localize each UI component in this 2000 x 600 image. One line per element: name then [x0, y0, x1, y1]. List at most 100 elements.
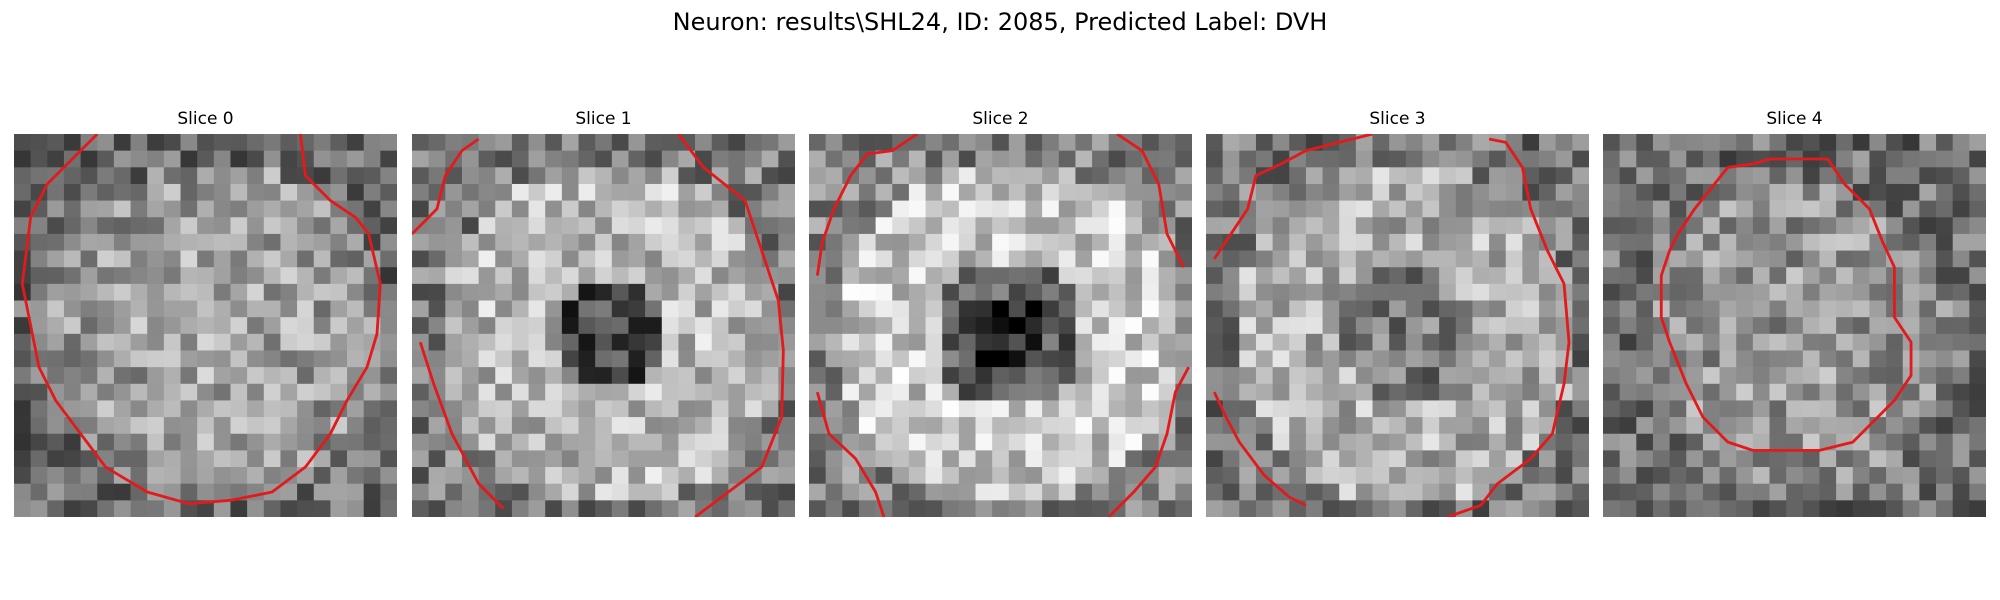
- pixel: [1255, 267, 1273, 285]
- pixel: [445, 467, 463, 485]
- pixel: [445, 134, 463, 151]
- pixel: [1572, 450, 1589, 468]
- pixel: [545, 400, 563, 418]
- pixel: [1686, 300, 1704, 318]
- pixel: [825, 450, 843, 468]
- pixel: [1769, 333, 1787, 351]
- pixel: [1702, 200, 1720, 218]
- pixel: [1239, 250, 1257, 268]
- pixel: [1936, 134, 1954, 151]
- pixel: [1239, 283, 1257, 301]
- pixel: [1058, 467, 1076, 485]
- pixel: [380, 333, 397, 351]
- pixel: [380, 283, 397, 301]
- pixel: [313, 150, 331, 168]
- pixel: [1422, 467, 1440, 485]
- pixel: [1572, 200, 1589, 218]
- pixel: [1289, 233, 1307, 251]
- pixel: [1702, 450, 1720, 468]
- pixel: [30, 400, 48, 418]
- pixel: [1255, 450, 1273, 468]
- pixel: [745, 433, 763, 451]
- pixel: [1339, 467, 1357, 485]
- pixel: [213, 383, 231, 401]
- pixel: [628, 150, 646, 168]
- pixel: [875, 317, 893, 335]
- pixel: [1902, 233, 1920, 251]
- pixel: [1752, 450, 1770, 468]
- pixel: [1025, 167, 1043, 185]
- pixel: [695, 317, 713, 335]
- pixel: [545, 467, 563, 485]
- pixel: [1969, 283, 1986, 301]
- pixel: [1025, 317, 1043, 335]
- pixel: [495, 417, 513, 435]
- pixel: [1222, 317, 1240, 335]
- pixel: [1603, 483, 1620, 501]
- pixel: [809, 350, 826, 368]
- pixel: [461, 350, 479, 368]
- pixel: [30, 367, 48, 385]
- pixel: [1489, 283, 1507, 301]
- pixel: [30, 267, 48, 285]
- pixel: [1289, 217, 1307, 235]
- pixel: [875, 283, 893, 301]
- pixel: [1819, 450, 1837, 468]
- pixel: [1919, 483, 1937, 501]
- pixel: [478, 183, 496, 201]
- pixel: [263, 450, 281, 468]
- pixel: [1422, 500, 1440, 517]
- pixel: [380, 483, 397, 501]
- pixel: [297, 467, 315, 485]
- pixel: [113, 150, 131, 168]
- pixel: [197, 200, 215, 218]
- pixel: [578, 200, 596, 218]
- pixel: [1619, 417, 1637, 435]
- pixel: [1752, 167, 1770, 185]
- pixel: [1603, 400, 1620, 418]
- pixel: [1239, 367, 1257, 385]
- pixel: [1075, 217, 1093, 235]
- pixel: [1142, 417, 1160, 435]
- pixel: [1902, 417, 1920, 435]
- pixel: [595, 383, 613, 401]
- pixel: [942, 417, 960, 435]
- pixel: [1422, 183, 1440, 201]
- pixel: [1919, 433, 1937, 451]
- pixel: [330, 300, 348, 318]
- pixel: [528, 433, 546, 451]
- pixel: [1489, 467, 1507, 485]
- pixel: [1603, 317, 1620, 335]
- pixel: [1075, 267, 1093, 285]
- pixel: [461, 233, 479, 251]
- pixel: [1439, 417, 1457, 435]
- pixel: [958, 333, 976, 351]
- pixel: [1125, 300, 1143, 318]
- pixel: [1092, 400, 1110, 418]
- pixel: [561, 450, 579, 468]
- pixel: [578, 500, 596, 517]
- pixel: [1372, 350, 1390, 368]
- pixel: [1008, 333, 1026, 351]
- pixel: [1902, 134, 1920, 151]
- pixel: [1222, 500, 1240, 517]
- pixel: [908, 333, 926, 351]
- pixel: [147, 134, 165, 151]
- pixel: [925, 433, 943, 451]
- pixel: [992, 233, 1010, 251]
- pixel: [428, 450, 446, 468]
- pixel: [113, 217, 131, 235]
- pixel: [908, 283, 926, 301]
- pixel: [1042, 233, 1060, 251]
- pixel: [908, 300, 926, 318]
- pixel: [1042, 183, 1060, 201]
- pixel: [247, 183, 265, 201]
- pixel: [478, 350, 496, 368]
- pixel: [678, 283, 696, 301]
- pixel: [1652, 400, 1670, 418]
- pixel: [561, 433, 579, 451]
- pixel: [495, 317, 513, 335]
- pixel: [825, 417, 843, 435]
- pixel: [1322, 167, 1340, 185]
- pixel: [14, 417, 31, 435]
